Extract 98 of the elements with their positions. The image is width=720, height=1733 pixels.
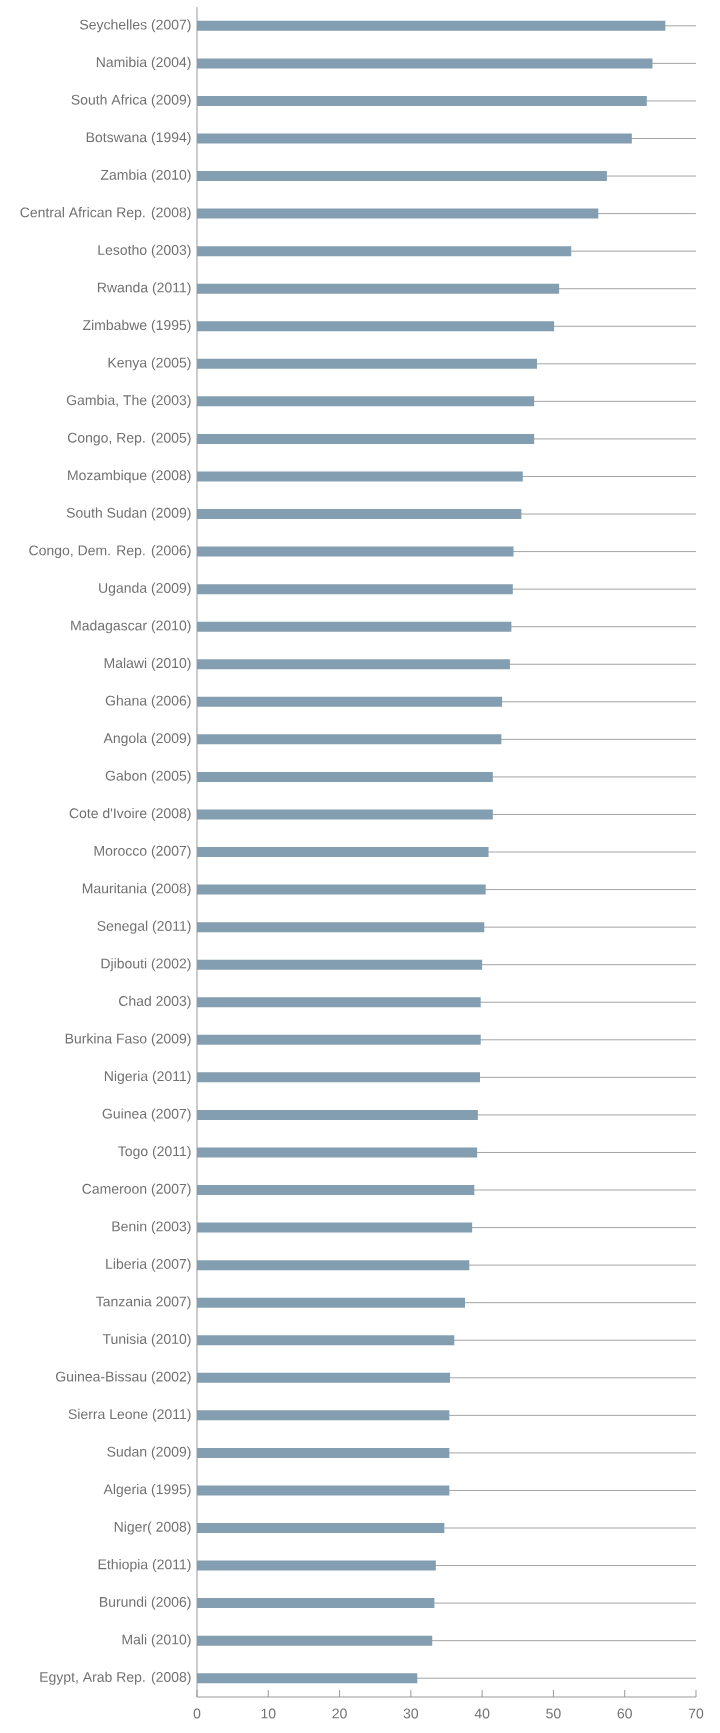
- bar: [197, 959, 483, 970]
- x-tick-label: 0: [193, 1708, 201, 1719]
- bar: [197, 471, 523, 482]
- y-tick-label: Gabon (2005): [105, 770, 191, 784]
- x-tick-label: 20: [332, 1708, 347, 1719]
- y-tick-label: Guinea (2007): [102, 1108, 191, 1122]
- y-tick-label: Sudan (2009): [107, 1446, 191, 1460]
- bar: [197, 771, 493, 782]
- bar: [197, 1297, 466, 1308]
- y-tick-label: Algeria (1995): [103, 1483, 191, 1497]
- bar: [197, 1072, 480, 1083]
- bar: [197, 1447, 450, 1458]
- x-tick-label: 50: [546, 1708, 561, 1719]
- bar: [197, 1372, 451, 1383]
- y-tick-label: Liberia (2007): [106, 1258, 191, 1272]
- x-tick-label: 10: [261, 1708, 276, 1719]
- y-tick-label: Mozambique (2008): [68, 469, 191, 483]
- bar: [197, 1109, 478, 1120]
- bar: [197, 396, 535, 407]
- bar: [197, 1560, 436, 1571]
- y-tick-label: Burundi (2006): [100, 1596, 191, 1610]
- bar: [197, 1598, 435, 1609]
- y-tick-label: Guinea-Bissau (2002): [55, 1371, 191, 1385]
- y-tick-label: Gambia, The (2003): [66, 394, 191, 408]
- bar: [197, 847, 489, 858]
- bar: [197, 1335, 455, 1346]
- y-tick-label: Congo, Rep. (2005): [67, 432, 191, 446]
- y-tick-label: Lesotho (2003): [98, 244, 191, 258]
- bar: [197, 509, 522, 520]
- y-tick-label: Niger( 2008): [114, 1521, 191, 1535]
- y-tick-label: Zimbabwe (1995): [82, 319, 191, 333]
- y-tick-label: Ghana (2006): [105, 695, 191, 709]
- bar: [197, 1185, 475, 1196]
- y-tick-label: Madagascar (2010): [71, 620, 191, 634]
- bar: [197, 621, 512, 632]
- bar: [197, 1410, 450, 1421]
- bar: [197, 1523, 445, 1534]
- y-tick-label: South Sudan (2009): [66, 507, 191, 521]
- bar: [197, 283, 560, 294]
- bar: [197, 321, 555, 332]
- y-tick-label: Mauritania (2008): [82, 883, 191, 897]
- bar: [197, 208, 599, 219]
- bar: [197, 433, 535, 444]
- y-tick-label: Benin (2003): [112, 1221, 191, 1235]
- bar: [197, 884, 486, 895]
- y-tick-label: Morocco (2007): [94, 845, 191, 859]
- y-tick-label: South Africa (2009): [71, 94, 191, 108]
- y-tick-label: Seychelles (2007): [80, 19, 191, 33]
- bar: [197, 246, 572, 257]
- y-tick-label: Congo, Dem. Rep. (2006): [29, 545, 191, 559]
- bar: [197, 171, 607, 182]
- y-tick-label: Sierra Leone (2011): [68, 1408, 191, 1422]
- y-tick-label: Djibouti (2002): [101, 958, 191, 972]
- y-tick-label: Chad 2003): [119, 995, 191, 1009]
- bar: [197, 1485, 450, 1496]
- bar: [197, 1635, 433, 1646]
- y-tick-label: Uganda (2009): [99, 582, 191, 596]
- y-tick-label: Kenya (2005): [108, 357, 191, 371]
- x-tick-label: 40: [474, 1708, 490, 1719]
- bar: [197, 133, 632, 144]
- y-tick-label: Senegal (2011): [97, 920, 191, 934]
- bar: [197, 1147, 478, 1158]
- y-tick-label: Cameroon (2007): [82, 1183, 191, 1197]
- y-tick-label: Angola (2009): [103, 732, 191, 746]
- y-tick-label: Tunisia (2010): [102, 1333, 191, 1347]
- y-tick-label: Namibia (2004): [96, 56, 191, 70]
- x-tick-label: 60: [617, 1708, 632, 1719]
- y-tick-label: Burkina Faso (2009): [65, 1033, 191, 1047]
- y-tick-label: Cote d'Ivoire (2008): [69, 807, 191, 821]
- bar: [197, 1673, 418, 1684]
- bar: [197, 584, 513, 595]
- y-tick-label: Malawi (2010): [104, 657, 191, 671]
- bar: [197, 659, 510, 670]
- bar: [197, 696, 503, 707]
- bar: [197, 1034, 481, 1045]
- x-tick-label: 30: [403, 1708, 419, 1719]
- bar: [197, 95, 647, 106]
- y-tick-label: Rwanda (2011): [97, 282, 191, 296]
- bar: [197, 1260, 470, 1271]
- y-tick-label: Mali (2010): [122, 1634, 191, 1648]
- bar: [197, 922, 485, 933]
- y-tick-label: Tanzania 2007): [96, 1296, 191, 1310]
- y-tick-label: Nigeria (2011): [104, 1070, 191, 1084]
- bar: [197, 58, 653, 69]
- bar: [197, 546, 514, 557]
- bar: [197, 997, 481, 1008]
- y-tick-label: Botswana (1994): [86, 131, 191, 146]
- y-tick-label: Zambia (2010): [100, 169, 191, 183]
- y-tick-label: Ethiopia (2011): [98, 1559, 191, 1573]
- y-tick-label: Togo (2011): [118, 1145, 191, 1159]
- bar: [197, 734, 502, 745]
- y-tick-label: Egypt, Arab Rep. (2008): [40, 1671, 191, 1685]
- y-tick-label: Central African Rep. (2008): [20, 207, 191, 221]
- bar: [197, 1222, 473, 1233]
- bar: [197, 20, 666, 31]
- x-tick-label: 70: [688, 1708, 704, 1719]
- bar: [197, 809, 493, 820]
- bar: [197, 358, 538, 369]
